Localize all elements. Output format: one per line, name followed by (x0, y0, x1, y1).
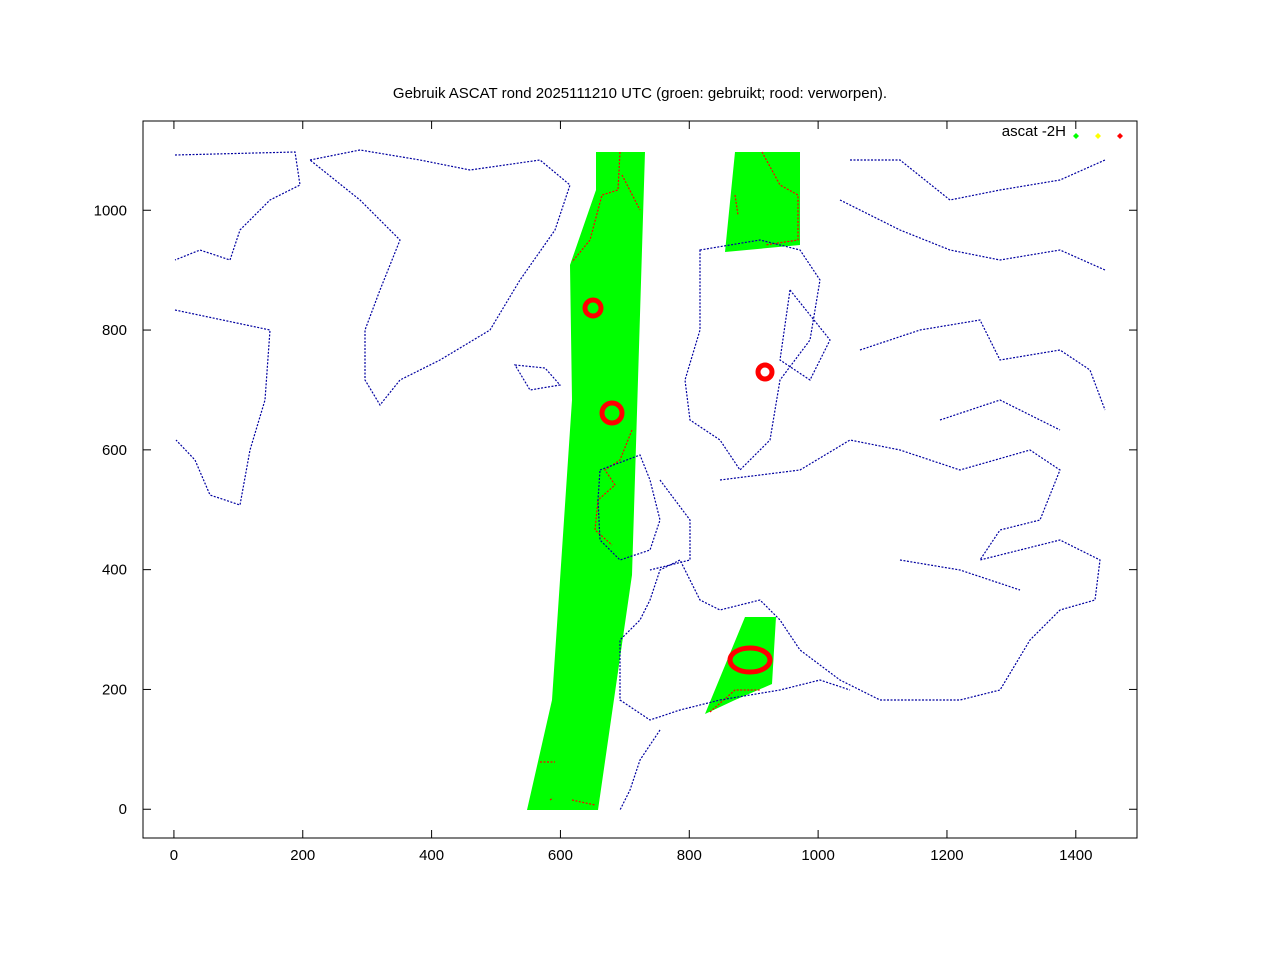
coastline (684, 239, 821, 471)
y-tick-label: 400 (102, 562, 127, 579)
swath (725, 152, 800, 252)
legend (1073, 133, 1123, 139)
legend-marker (1095, 133, 1101, 139)
x-tick-label: 1000 (801, 847, 834, 864)
rejected-edge (761, 151, 799, 246)
axes: 0 200 400 600 800 1000 1200 1400 0 200 400 600 800 10… (94, 121, 1137, 864)
rejected-edge (709, 689, 760, 713)
legend-label: ascat -2H (1002, 123, 1066, 140)
x-tick-label: 1400 (1059, 847, 1092, 864)
swath (527, 152, 645, 810)
legend-marker (1117, 133, 1123, 139)
x-tick-label: 800 (677, 847, 702, 864)
x-tick-label: 200 (290, 847, 315, 864)
rejected-edge (540, 761, 596, 806)
y-tick-label: 1000 (94, 202, 127, 219)
coastline (174, 151, 301, 261)
y-tick-label: 800 (102, 322, 127, 339)
map (174, 149, 1106, 811)
coastline (513, 364, 562, 391)
x-tick-label: 400 (419, 847, 444, 864)
coastline (719, 679, 851, 701)
rejected-edge (571, 151, 621, 263)
y-tick-label: 0 (119, 801, 127, 818)
rejected-blob (599, 400, 625, 426)
y-tick-label: 600 (102, 442, 127, 459)
rejected-blob (582, 297, 604, 319)
chart-title: Gebruik ASCAT rond 2025111210 UTC (groen… (393, 85, 887, 102)
x-tick-label: 600 (548, 847, 573, 864)
coastline (308, 149, 571, 407)
coastline (859, 319, 1106, 411)
coastline (597, 454, 661, 561)
rejected (540, 151, 799, 806)
coastline (619, 439, 1101, 721)
rejected-blob (755, 362, 775, 382)
rejected-edge (621, 174, 641, 211)
coastline (174, 309, 271, 506)
x-tick-label: 0 (170, 847, 178, 864)
coastline (619, 729, 661, 811)
legend-marker (1073, 133, 1079, 139)
rejected-blob (727, 645, 773, 675)
plot-frame (142, 120, 1138, 839)
coastline (649, 479, 691, 571)
coastline (899, 399, 1061, 591)
coastlines (174, 149, 1106, 811)
rejected-edge (594, 429, 633, 546)
x-tick-label: 1200 (930, 847, 963, 864)
coastline (779, 288, 831, 381)
y-tick-label: 200 (102, 681, 127, 698)
